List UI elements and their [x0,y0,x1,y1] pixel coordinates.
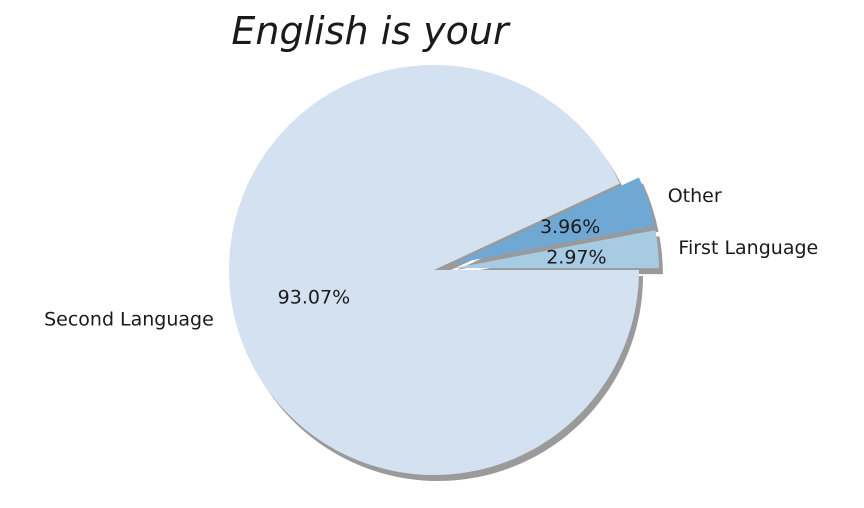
pie-slice-other [453,177,655,264]
pie-slice-first-language [453,230,659,269]
slice-label-second-language: Second Language [44,309,214,331]
slice-percent-other: 3.96% [540,216,600,238]
slice-label-other: Other [668,185,722,207]
slice-label-first-language: First Language [678,237,818,259]
slice-percent-second-language: 93.07% [278,287,350,309]
chart-title: English is your [231,9,511,53]
pie-slices [228,64,659,476]
slice-percent-first-language: 2.97% [546,247,606,269]
slice-labels: First Language 2.97% Other 3.96% Second Lang… [44,185,818,331]
pie-slice-second-language [228,64,639,476]
